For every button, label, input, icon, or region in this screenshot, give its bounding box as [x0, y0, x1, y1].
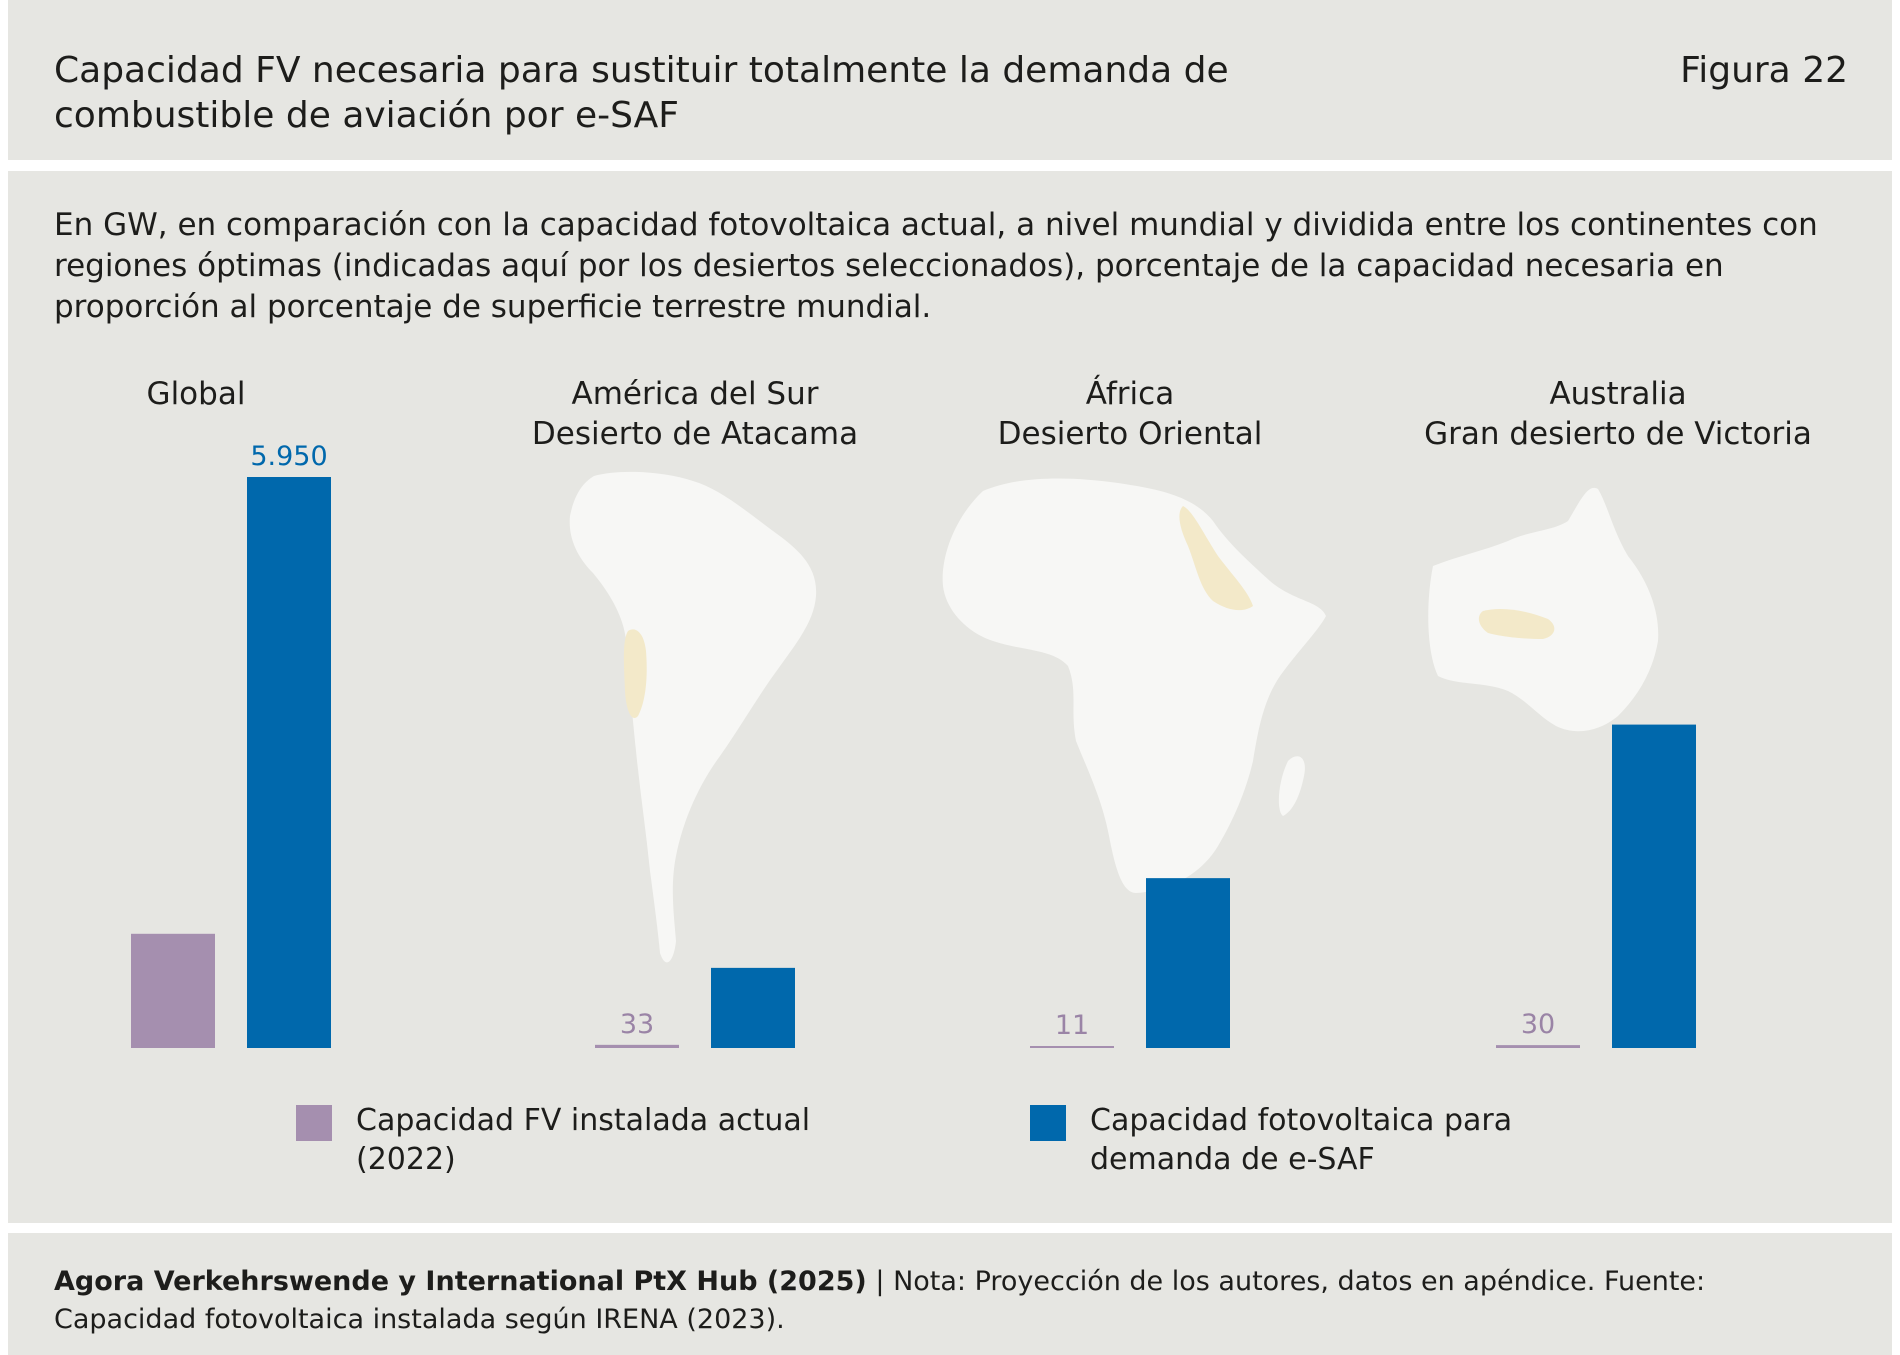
- region-subname-2: Desierto Oriental: [998, 416, 1263, 452]
- source-separator: |: [875, 1266, 885, 1297]
- bar-installed-3: [1496, 1045, 1580, 1048]
- region-subname-1: Desierto de Atacama: [532, 416, 858, 452]
- legend-item-installed: Capacidad FV instalada actual (2022): [296, 1101, 836, 1179]
- australia-map: [1428, 487, 1659, 732]
- bar-esaf-0: [247, 477, 331, 1048]
- chart-panel: En GW, en comparación con la capacidad f…: [8, 171, 1892, 1223]
- legend-swatch-esaf: [1030, 1105, 1066, 1141]
- legend-label-esaf: Capacidad fotovoltaica para demanda de e…: [1090, 1103, 1513, 1177]
- bar-installed-2: [1030, 1046, 1114, 1048]
- atacama-desert-shape: [623, 629, 647, 719]
- data-label-esaf-0: 5.950: [250, 441, 327, 472]
- africa-map: [942, 478, 1326, 893]
- victoria-desert-shape: [1478, 608, 1555, 639]
- region-name-2: África: [1086, 376, 1174, 412]
- header-panel: Capacidad FV necesaria para sustituir to…: [8, 0, 1892, 160]
- footer-panel: Agora Verkehrswende y International PtX …: [8, 1233, 1892, 1355]
- bar-esaf-2: [1146, 878, 1230, 1048]
- bar-installed-1: [595, 1044, 679, 1048]
- region-name-1: América del Sur: [571, 376, 818, 412]
- chart-subtitle: En GW, en comparación con la capacidad f…: [54, 207, 1818, 325]
- south-america-map: [569, 471, 817, 963]
- source-text: Nota: Proyección de los autores, datos e…: [54, 1266, 1706, 1335]
- region-name-3: Australia: [1549, 376, 1686, 412]
- region-subname-3: Gran desierto de Victoria: [1424, 416, 1812, 452]
- bar-esaf-1: [711, 967, 795, 1048]
- source-authors: Agora Verkehrswende y International PtX …: [54, 1266, 867, 1297]
- data-label-installed-2: 11: [1055, 1010, 1089, 1041]
- eastern-desert-shape: [1179, 506, 1253, 611]
- source-note: Agora Verkehrswende y International PtX …: [54, 1263, 1854, 1339]
- bar-installed-0: [131, 933, 215, 1048]
- legend-label-installed: Capacidad FV instalada actual (2022): [356, 1103, 811, 1177]
- region-name-0: Global: [147, 376, 246, 412]
- legend-swatch-installed: [296, 1105, 332, 1141]
- figure-label: Figura 22: [1680, 50, 1848, 91]
- bar-esaf-3: [1612, 724, 1696, 1048]
- data-label-installed-1: 33: [620, 1009, 654, 1040]
- legend-item-esaf: Capacidad fotovoltaica para demanda de e…: [1030, 1101, 1570, 1179]
- chart-title: Capacidad FV necesaria para sustituir to…: [54, 50, 1229, 136]
- data-label-installed-3: 30: [1521, 1009, 1555, 1040]
